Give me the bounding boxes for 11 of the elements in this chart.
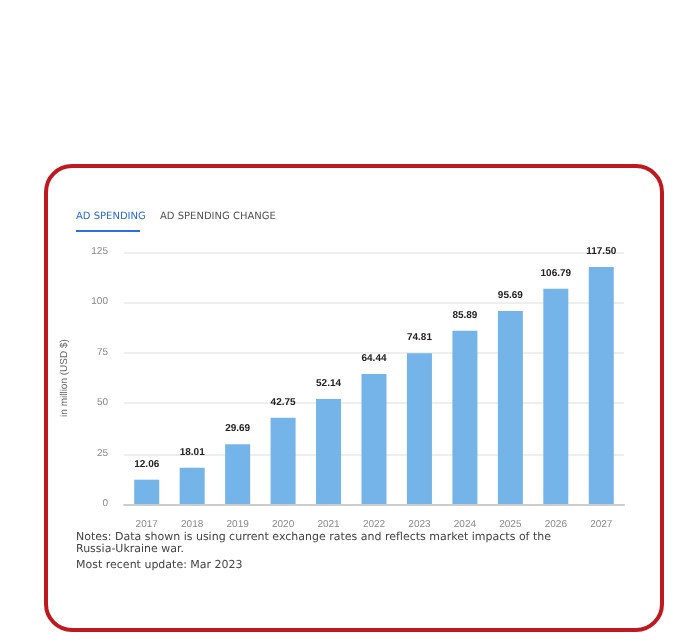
bar — [134, 479, 160, 504]
bar — [270, 417, 296, 504]
bar — [361, 374, 387, 504]
bar — [316, 398, 342, 504]
bar — [497, 311, 523, 504]
bar — [452, 330, 478, 504]
bar — [406, 353, 432, 504]
bar — [543, 288, 569, 504]
bar — [179, 467, 205, 504]
bar — [225, 444, 251, 504]
bar — [588, 267, 614, 504]
